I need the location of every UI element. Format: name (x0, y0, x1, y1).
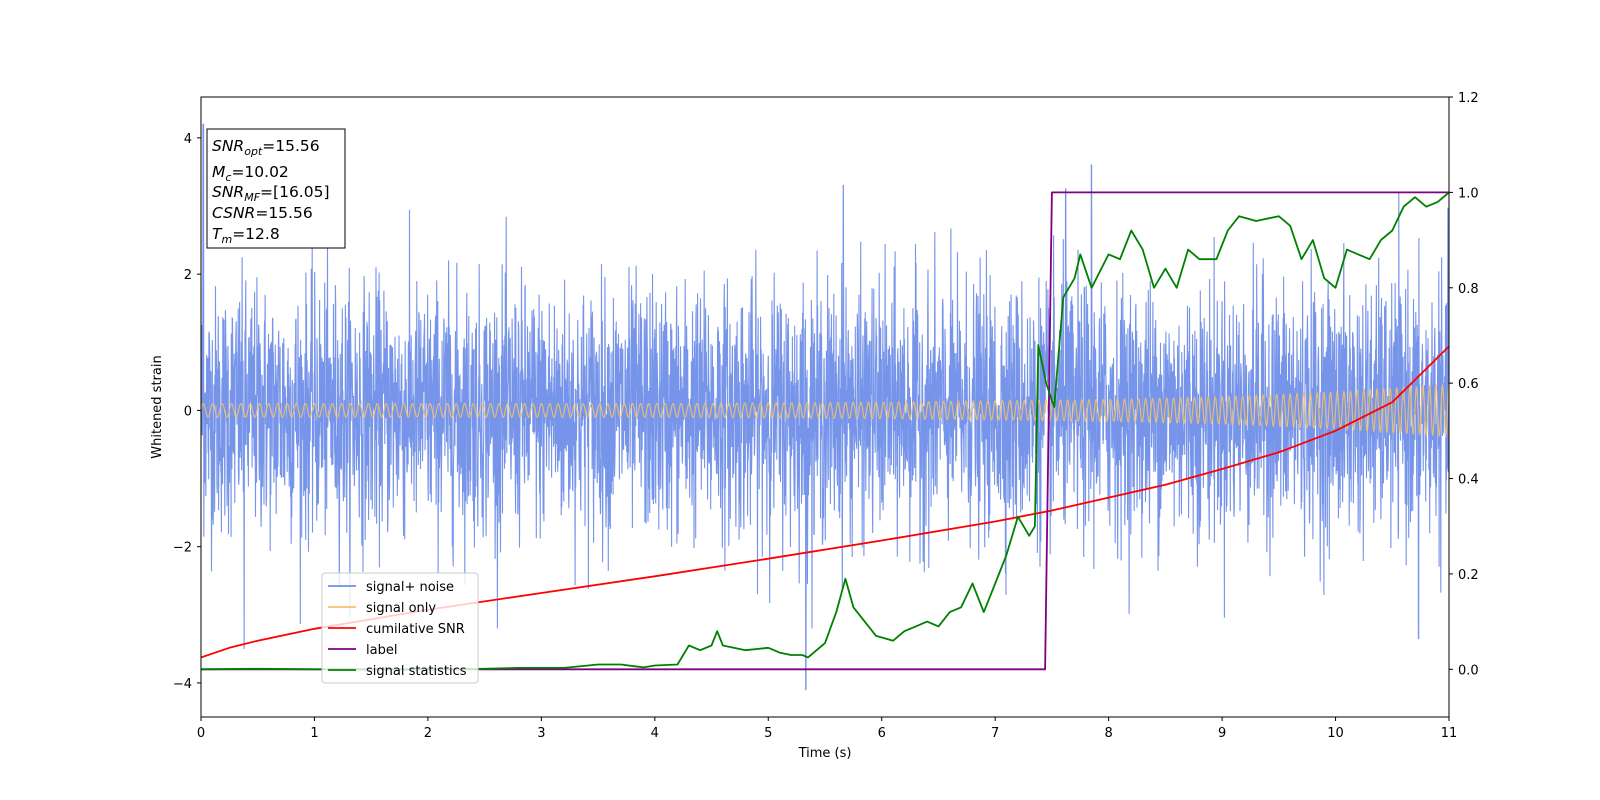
annotation-value: =12.8 (232, 225, 280, 243)
label-line (201, 191, 1449, 671)
x-axis-label: Time (s) (798, 746, 852, 761)
plot-area (201, 123, 1449, 691)
annotation-variable: SNR (212, 183, 244, 201)
x-tick-label: 9 (1218, 726, 1226, 741)
legend: signal+ noise signal only cumilative SNR la… (321, 572, 479, 684)
y-right-tick-label: 0.2 (1458, 568, 1479, 583)
series-cumulative-snr (201, 345, 1449, 659)
x-tick-label: 3 (537, 726, 545, 741)
legend-label: cumilative SNR (366, 622, 465, 637)
annotation-variable: CSNR (212, 204, 255, 222)
annotation-line: CSNR=15.56 (212, 204, 313, 222)
cumulative-snr-line (201, 345, 1449, 659)
annotation-value: =10.02 (231, 163, 288, 181)
y-left-tick-label: 4 (184, 132, 192, 147)
y-left-tick-label: −2 (173, 541, 192, 556)
series-label (201, 191, 1449, 671)
y-left-tick-label: −4 (173, 677, 192, 692)
y-right-tick-label: 0.0 (1458, 663, 1479, 678)
legend-label: signal statistics (366, 664, 467, 679)
y-left-tick-label: 0 (184, 404, 192, 419)
y-right-tick-label: 0.4 (1458, 473, 1479, 488)
y-axis-right: 0.0 0.2 0.4 0.6 0.8 1.0 1.2 (1449, 91, 1479, 678)
annotation-line: Tm=12.8 (212, 225, 280, 246)
x-tick-label: 10 (1327, 726, 1344, 741)
legend-label: label (366, 643, 397, 658)
x-tick-label: 2 (424, 726, 432, 741)
y-axis-left: −4 −2 0 2 4 (173, 132, 201, 692)
y-right-tick-label: 1.2 (1458, 91, 1479, 106)
annotation-subscript: m (221, 233, 232, 246)
signal-statistics-line (201, 191, 1449, 671)
series-signal-noise (201, 123, 1449, 691)
annotation-line: SNRopt=15.56 (212, 137, 320, 158)
x-tick-label: 0 (197, 726, 205, 741)
annotation-box: SNRopt=15.56Mc=10.02SNRMF=[16.05]CSNR=15… (206, 128, 346, 249)
annotation-value: =[16.05] (260, 183, 329, 201)
annotation-value: =15.56 (262, 137, 319, 155)
annotation-subscript: MF (244, 191, 260, 204)
y-axis-left-label: Whitened strain (150, 355, 165, 458)
series-signal-statistics (201, 191, 1449, 671)
x-tick-label: 8 (1104, 726, 1112, 741)
signal-noise-line (201, 123, 1449, 691)
signal-only-line (201, 382, 1449, 439)
annotation-line: SNRMF=[16.05] (212, 183, 330, 204)
x-tick-label: 1 (310, 726, 318, 741)
x-tick-label: 11 (1441, 726, 1458, 741)
series-signal-only (201, 382, 1449, 439)
annotation-line: Mc=10.02 (212, 163, 289, 184)
x-tick-label: 4 (651, 726, 659, 741)
x-axis: 0 1 2 3 4 5 6 7 8 9 10 11 (197, 717, 1457, 741)
legend-frame (321, 572, 479, 684)
x-tick-label: 5 (764, 726, 772, 741)
annotation-value: =15.56 (255, 204, 312, 222)
legend-label: signal+ noise (366, 580, 454, 595)
annotation-variable: SNR (212, 137, 244, 155)
x-tick-label: 6 (878, 726, 886, 741)
annotation-frame (206, 128, 346, 249)
annotation-subscript: opt (244, 145, 263, 158)
annotation-subscript: c (225, 171, 231, 184)
y-right-tick-label: 0.8 (1458, 282, 1479, 297)
y-right-tick-label: 0.6 (1458, 377, 1479, 392)
legend-label: signal only (366, 601, 436, 616)
y-left-tick-label: 2 (184, 268, 192, 283)
annotation-variable: T (212, 225, 223, 243)
annotation-variable: M (212, 163, 225, 181)
y-right-tick-label: 1.0 (1458, 186, 1479, 201)
axes-frame (200, 96, 1450, 718)
x-tick-label: 7 (991, 726, 999, 741)
